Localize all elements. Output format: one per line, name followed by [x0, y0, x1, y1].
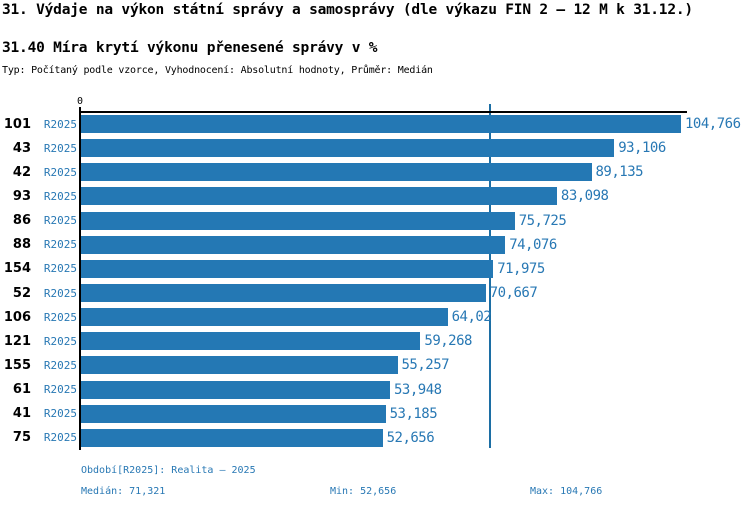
- x-axis-line: [79, 111, 687, 113]
- bar[interactable]: [81, 332, 421, 351]
- row-category-label: 154: [3, 261, 31, 277]
- chart-row: 75 R2025 52,656: [0, 426, 750, 450]
- row-category-label: 61: [12, 382, 31, 398]
- row-series-label: R2025: [43, 141, 77, 155]
- bar-chart: 101 R2025 104,766 43 R2025 93,106 42 R2025 89,13…: [0, 112, 750, 450]
- median-stat: Medián: 71,321: [81, 486, 166, 497]
- bar-value-label: 71,975: [497, 260, 545, 277]
- bar-value-label: 104,766: [685, 116, 741, 133]
- chart-row: 101 R2025 104,766: [0, 112, 750, 136]
- bar[interactable]: [81, 284, 486, 303]
- row-category-label: 86: [12, 213, 31, 229]
- bar[interactable]: [81, 380, 390, 399]
- chart-row: 88 R2025 74,076: [0, 233, 750, 257]
- bar[interactable]: [81, 235, 506, 254]
- row-series-label: R2025: [43, 431, 77, 445]
- bar-value-label: 75,725: [518, 212, 567, 229]
- row-series-label: R2025: [43, 165, 77, 179]
- row-series-label: R2025: [43, 214, 77, 228]
- chart-row: 121 R2025 59,268: [0, 329, 750, 353]
- min-stat: Min: 52,656: [330, 486, 397, 497]
- indicator-title: 31.40 Míra krytí výkonu přenesené správy…: [2, 40, 378, 56]
- row-category-label: 41: [12, 406, 31, 422]
- row-category-label: 101: [3, 116, 31, 132]
- row-series-label: R2025: [43, 358, 77, 372]
- chart-row: 155 R2025 55,257: [0, 353, 750, 377]
- bar-value-label: 89,135: [595, 164, 644, 181]
- bar[interactable]: [81, 187, 557, 206]
- y-axis-line: [79, 107, 81, 450]
- row-series-label: R2025: [43, 189, 77, 203]
- row-series-label: R2025: [43, 262, 77, 276]
- bar-value-label: 83,098: [560, 188, 609, 205]
- row-series-label: R2025: [43, 383, 77, 397]
- page-title: 31. Výdaje na výkon státní správy a samo…: [2, 2, 693, 18]
- row-category-label: 42: [12, 164, 31, 180]
- bar-value-label: 74,076: [509, 236, 557, 253]
- x-axis-zero-tick-label: 0: [76, 96, 84, 107]
- bar-value-label: 93,106: [618, 140, 666, 157]
- row-category-label: 52: [12, 285, 31, 301]
- chart-row: 93 R2025 83,098: [0, 184, 750, 208]
- row-series-label: R2025: [43, 334, 77, 348]
- max-stat: Max: 104,766: [530, 486, 603, 497]
- indicator-meta-info: Typ: Počítaný podle vzorce, Vyhodnocení:…: [2, 65, 433, 76]
- bar[interactable]: [81, 356, 398, 375]
- bar-value-label: 70,667: [489, 285, 538, 302]
- chart-row: 52 R2025 70,667: [0, 281, 750, 305]
- bar-value-label: 53,948: [394, 381, 442, 398]
- bar[interactable]: [81, 211, 515, 230]
- chart-row: 154 R2025 71,975: [0, 257, 750, 281]
- chart-row: 61 R2025 53,948: [0, 378, 750, 402]
- row-category-label: 93: [12, 188, 31, 204]
- bar[interactable]: [81, 428, 383, 447]
- bar-value-label: 64,02: [451, 309, 492, 326]
- row-series-label: R2025: [43, 407, 77, 421]
- row-category-label: 43: [12, 140, 31, 156]
- chart-row: 43 R2025 93,106: [0, 136, 750, 160]
- chart-row: 42 R2025 89,135: [0, 160, 750, 184]
- bar-value-label: 53,185: [389, 405, 438, 422]
- bar-value-label: 59,268: [424, 333, 472, 350]
- bar[interactable]: [81, 259, 494, 278]
- row-category-label: 75: [12, 430, 31, 446]
- row-series-label: R2025: [43, 117, 77, 131]
- bar[interactable]: [81, 115, 681, 134]
- bar-value-label: 52,656: [386, 429, 435, 446]
- bar[interactable]: [81, 404, 386, 423]
- period-legend: Období[R2025]: Realita – 2025: [81, 465, 256, 476]
- row-category-label: 121: [3, 333, 31, 349]
- row-category-label: 106: [3, 309, 31, 325]
- row-series-label: R2025: [43, 310, 77, 324]
- bar-value-label: 55,257: [401, 357, 450, 374]
- row-category-label: 155: [3, 357, 31, 373]
- bar[interactable]: [81, 139, 615, 158]
- row-category-label: 88: [12, 237, 31, 253]
- bar[interactable]: [81, 163, 592, 182]
- chart-row: 86 R2025 75,725: [0, 209, 750, 233]
- bar[interactable]: [81, 308, 448, 327]
- chart-row: 106 R2025 64,02: [0, 305, 750, 329]
- chart-row: 41 R2025 53,185: [0, 402, 750, 426]
- row-series-label: R2025: [43, 238, 77, 252]
- row-series-label: R2025: [43, 286, 77, 300]
